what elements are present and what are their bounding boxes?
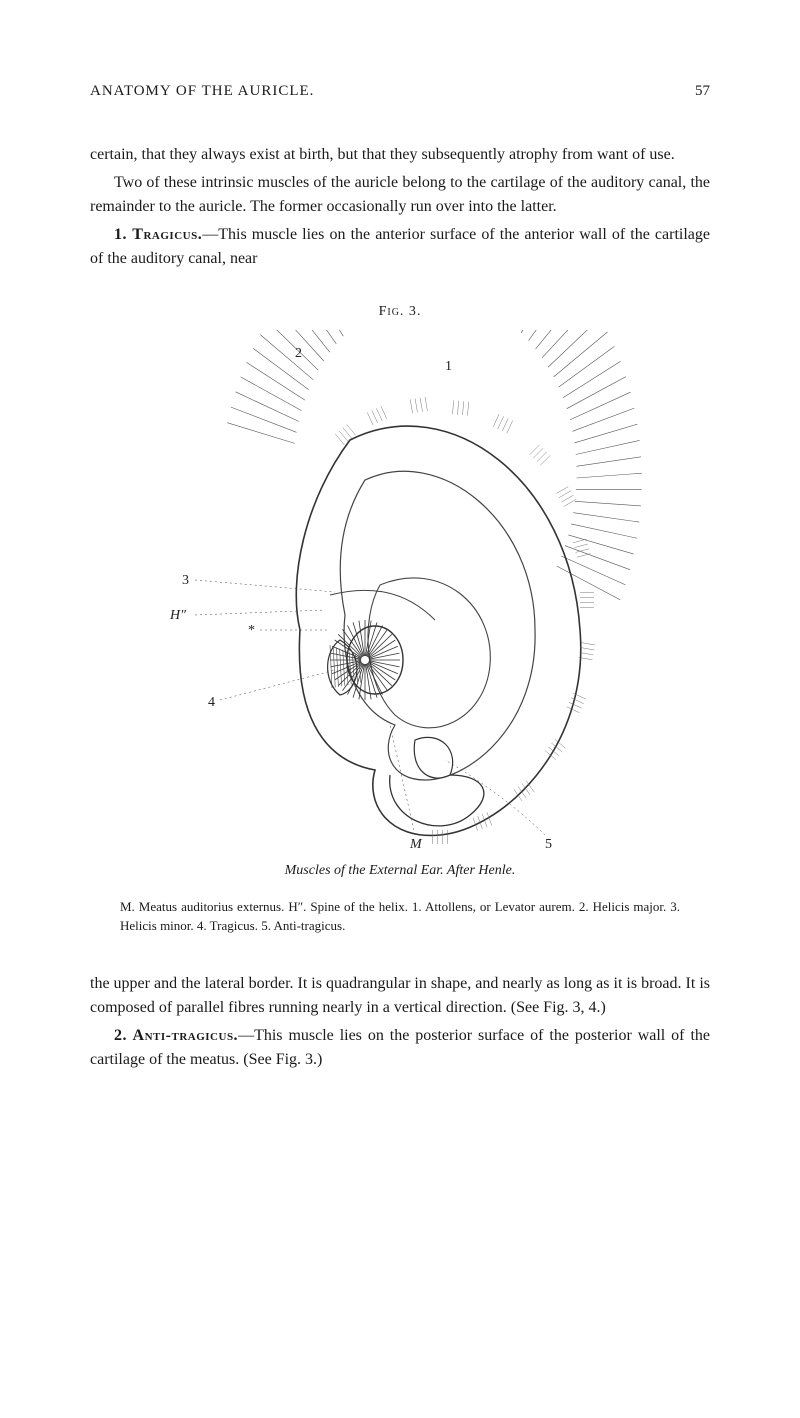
figure-label: Fig. 3.	[90, 301, 710, 322]
paragraph-3: 1. Tragicus.—This muscle lies on the ant…	[90, 223, 710, 271]
callout-4: 4	[208, 695, 215, 710]
para5-lead: 2. Anti-tragicus.	[114, 1027, 238, 1044]
page-header: ANATOMY OF THE AURICLE. 57	[90, 80, 710, 103]
callout-3: 3	[182, 573, 189, 588]
figure-title: Muscles of the External Ear. After Henle…	[90, 860, 710, 881]
figure-bg	[140, 330, 660, 850]
ear-engraving-svg: 2 1 3 H″ * 4 M 5	[140, 330, 660, 850]
page-number: 57	[695, 80, 710, 103]
paragraph-5: 2. Anti-tragicus.—This muscle lies on th…	[90, 1024, 710, 1072]
paragraph-1: certain, that they always exist at birth…	[90, 143, 710, 167]
para3-lead: 1. Tragicus.	[114, 226, 202, 243]
callout-5: 5	[545, 837, 552, 850]
figure-caption: M. Meatus auditorius externus. H″. Spine…	[120, 897, 680, 936]
callout-asterisk: *	[248, 623, 255, 638]
callout-Hpp: H″	[169, 608, 186, 623]
callout-2: 2	[295, 346, 302, 361]
paragraph-4: the upper and the lateral border. It is …	[90, 972, 710, 1020]
running-head: ANATOMY OF THE AURICLE.	[90, 80, 314, 103]
figure-3: 2 1 3 H″ * 4 M 5	[140, 330, 660, 850]
paragraph-2: Two of these intrinsic muscles of the au…	[90, 171, 710, 219]
callout-M: M	[409, 837, 423, 850]
callout-1: 1	[445, 359, 452, 374]
